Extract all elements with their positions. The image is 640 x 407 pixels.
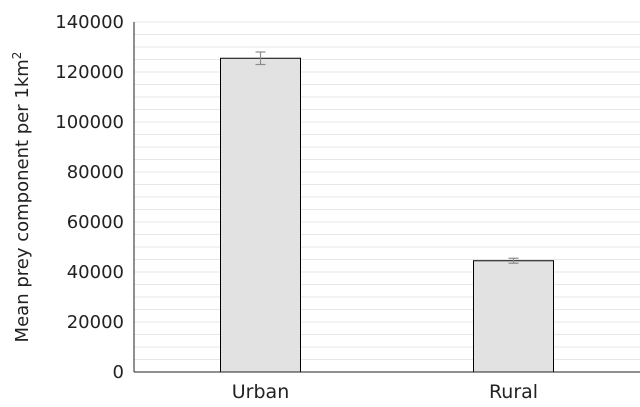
gridlines [134,21,640,360]
x-tick-label: Rural [489,381,538,402]
y-axis-title-superscript: 2 [10,52,24,60]
y-tick-label: 60000 [67,212,124,233]
error-bars [255,51,519,264]
y-tick-label: 80000 [67,162,124,183]
y-tick-labels: 0 20000 40000 60000 80000 100000 120000 140000 [55,12,124,383]
y-tick-label: 140000 [55,12,124,33]
bar-urban [220,57,301,373]
bar-rural [473,260,554,373]
y-tick-label: 100000 [55,112,124,133]
y-axis-title: Mean prey component per 1km2 [10,52,33,343]
y-tick-label: 20000 [67,312,124,333]
y-axis-title-text: Mean prey component per 1km [12,59,33,342]
y-tick-label: 0 [113,362,124,383]
x-tick-label: Urban [232,381,289,402]
y-tick-label: 40000 [67,262,124,283]
x-category-labels: Urban Rural [232,381,538,403]
y-tick-label: 120000 [55,62,124,83]
bars [220,57,554,373]
axes [133,22,640,373]
